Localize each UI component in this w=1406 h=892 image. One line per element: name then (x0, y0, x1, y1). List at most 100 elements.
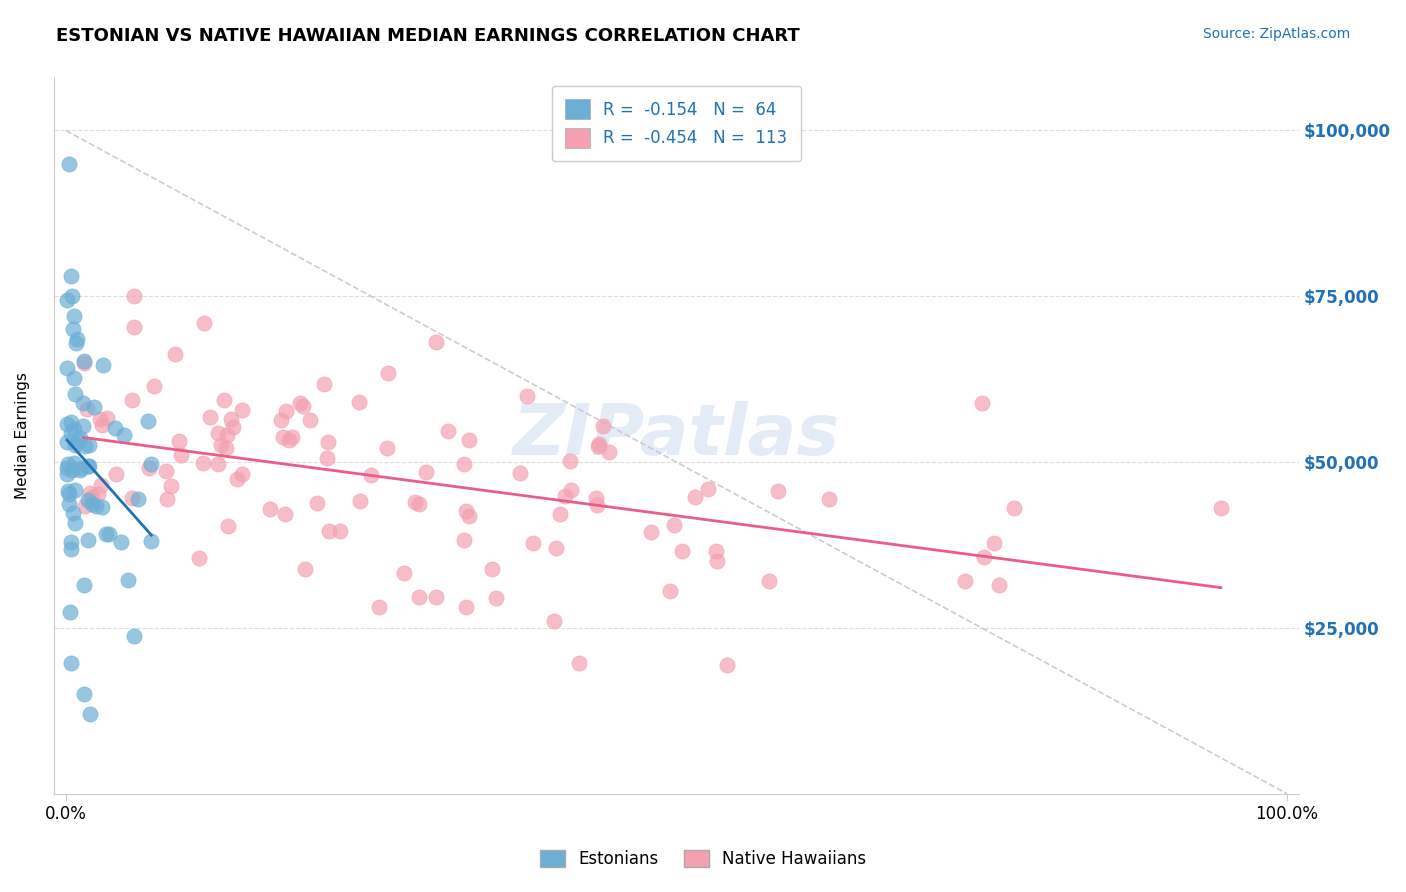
Point (56, 435, 79, 450)
Point (316, 450, 339, 465)
Point (509, 466, 531, 480)
Point (73, 353, 96, 368)
Point (554, 489, 576, 503)
Point (63, 516, 86, 530)
Point (77, 438, 100, 452)
Point (60, 463, 83, 477)
Point (139, 534, 162, 549)
Point (953, 574, 976, 589)
Point (62, 322, 84, 336)
Point (294, 562, 316, 576)
Point (198, 409, 221, 424)
Point (349, 493, 371, 508)
Point (62, 506, 84, 520)
Point (59, 542, 82, 557)
Point (104, 421, 127, 435)
Point (219, 412, 242, 426)
Point (160, 479, 183, 493)
Point (592, 419, 614, 434)
Point (288, 396, 311, 410)
Point (425, 590, 447, 604)
Point (63, 483, 86, 497)
Point (75, 500, 97, 514)
Point (270, 413, 292, 427)
Point (207, 426, 229, 441)
Point (188, 550, 211, 565)
Point (124, 629, 146, 643)
Legend: R =  -0.154   N =  64, R =  -0.454   N =  113: R = -0.154 N = 64, R = -0.454 N = 113 (551, 86, 801, 161)
Point (458, 508, 481, 523)
Point (59, 535, 82, 549)
Point (658, 584, 681, 599)
Point (56, 293, 79, 307)
Point (481, 562, 503, 576)
Point (91, 500, 114, 514)
Point (408, 497, 430, 511)
Point (60, 289, 83, 303)
Point (543, 614, 565, 628)
Point (453, 458, 475, 472)
Point (63, 309, 86, 323)
Point (454, 600, 477, 615)
Point (66, 434, 89, 449)
Point (93, 358, 115, 372)
Point (56, 361, 79, 376)
Point (122, 320, 145, 334)
Point (683, 490, 706, 504)
Point (165, 347, 187, 361)
Point (69, 462, 91, 476)
Point (84, 499, 107, 513)
Point (671, 544, 693, 558)
Point (77, 493, 100, 508)
Point (79, 486, 101, 500)
Point (75, 439, 97, 453)
Point (259, 502, 281, 516)
Point (560, 483, 582, 498)
Point (191, 456, 214, 470)
Point (598, 444, 620, 458)
Point (96, 527, 118, 541)
Point (298, 413, 321, 427)
Point (156, 492, 179, 507)
Point (77, 459, 100, 474)
Point (292, 399, 315, 413)
Point (222, 419, 245, 434)
Point (141, 457, 163, 471)
Point (56, 461, 79, 475)
Point (65, 335, 87, 350)
Point (640, 524, 662, 539)
Point (76, 458, 98, 473)
Point (360, 467, 382, 482)
Point (170, 448, 193, 462)
Point (586, 439, 609, 453)
Point (278, 433, 301, 447)
Point (56, 457, 79, 471)
Point (768, 483, 790, 498)
Point (193, 316, 215, 330)
Point (367, 599, 389, 614)
Point (58, 156, 80, 170)
Point (217, 518, 239, 533)
Point (60, 416, 83, 430)
Point (87, 486, 110, 500)
Point (408, 590, 430, 604)
Point (1002, 500, 1025, 515)
Point (375, 441, 398, 455)
Text: ESTONIAN VS NATIVE HAWAIIAN MEDIAN EARNINGS CORRELATION CHART: ESTONIAN VS NATIVE HAWAIIAN MEDIAN EARNI… (56, 27, 800, 45)
Point (758, 574, 780, 588)
Point (349, 395, 371, 409)
Point (127, 492, 149, 507)
Point (121, 491, 143, 505)
Point (329, 524, 352, 538)
Point (212, 393, 235, 408)
Point (58, 497, 80, 511)
Point (114, 428, 136, 442)
Point (415, 465, 437, 479)
Point (217, 428, 239, 442)
Point (274, 507, 297, 521)
Point (818, 492, 841, 507)
Point (305, 496, 328, 510)
Point (59, 269, 82, 284)
Point (231, 467, 253, 482)
Point (973, 549, 995, 564)
